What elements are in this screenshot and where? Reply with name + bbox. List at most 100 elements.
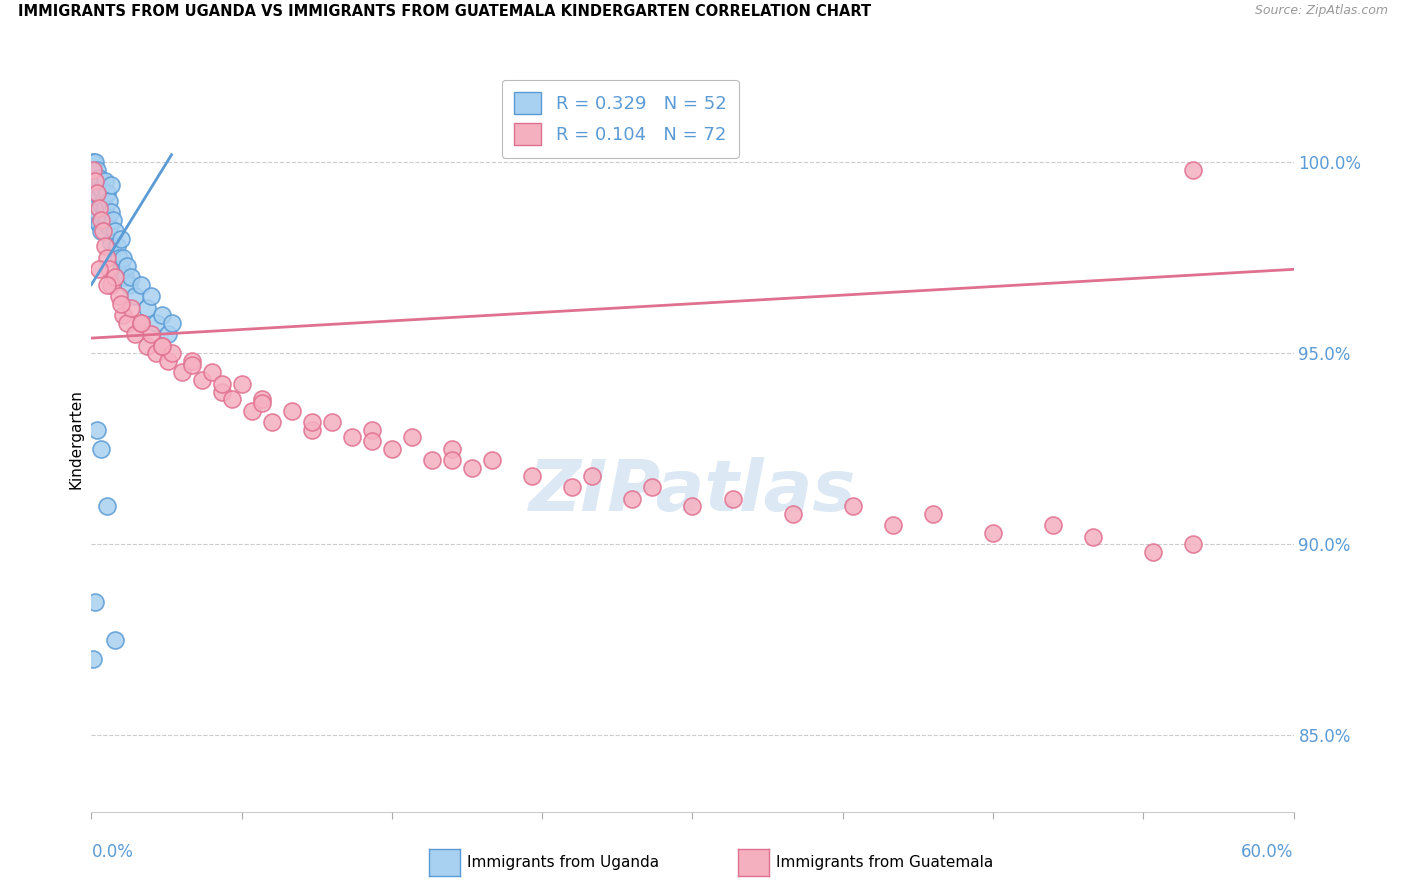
Point [782, 507, 804, 521]
Point [90, 197, 112, 211]
Point [100, 205, 122, 219]
Point [461, 461, 484, 475]
Point [250, 392, 273, 407]
Text: 0.0%: 0.0% [91, 843, 134, 861]
Point [581, 468, 603, 483]
Point [481, 453, 503, 467]
Point [221, 392, 243, 407]
Point [82, 163, 104, 178]
Point [110, 232, 132, 246]
Point [150, 339, 173, 353]
Point [86, 178, 108, 193]
Point [90, 182, 112, 196]
Point [211, 384, 233, 399]
Point [150, 339, 173, 353]
Point [131, 316, 153, 330]
Point [156, 354, 179, 368]
Point [104, 224, 127, 238]
Point [94, 201, 117, 215]
Y-axis label: Kindergarten: Kindergarten [67, 390, 83, 489]
Point [90, 224, 112, 238]
Point [118, 277, 141, 292]
Point [882, 518, 904, 533]
Point [360, 423, 382, 437]
Point [440, 453, 463, 467]
Text: Immigrants from Guatemala: Immigrants from Guatemala [776, 855, 994, 870]
Text: 60.0%: 60.0% [1241, 843, 1294, 861]
Point [89, 190, 111, 204]
Point [301, 415, 323, 429]
Point [160, 346, 183, 360]
Point [86, 423, 108, 437]
Point [156, 327, 179, 342]
Point [96, 186, 118, 200]
Point [90, 442, 112, 456]
Point [641, 480, 664, 494]
Point [721, 491, 744, 506]
Point [90, 212, 112, 227]
Point [100, 235, 122, 250]
Point [1182, 537, 1205, 551]
Point [117, 316, 139, 330]
Point [150, 308, 173, 322]
Point [117, 259, 139, 273]
Point [94, 174, 117, 188]
Point [981, 525, 1004, 540]
Point [190, 373, 212, 387]
Point [110, 262, 132, 277]
Point [107, 239, 129, 253]
Point [260, 415, 283, 429]
Point [98, 262, 121, 277]
Point [136, 339, 159, 353]
Point [124, 289, 146, 303]
Point [98, 194, 121, 208]
Point [89, 217, 111, 231]
Point [100, 277, 122, 292]
Point [94, 239, 117, 253]
Point [84, 186, 107, 200]
Point [124, 327, 146, 342]
Text: ZIPatlas: ZIPatlas [529, 457, 856, 526]
Point [281, 403, 304, 417]
Point [96, 251, 118, 265]
Point [170, 366, 193, 380]
Point [96, 499, 118, 513]
Point [440, 442, 463, 456]
Point [621, 491, 644, 506]
Point [82, 201, 104, 215]
Legend: R = 0.329   N = 52, R = 0.104   N = 72: R = 0.329 N = 52, R = 0.104 N = 72 [502, 79, 740, 158]
Point [301, 423, 323, 437]
Point [250, 396, 273, 410]
Point [841, 499, 863, 513]
Point [561, 480, 583, 494]
Point [141, 327, 163, 342]
Point [922, 507, 945, 521]
Point [340, 430, 363, 444]
Point [160, 316, 183, 330]
Point [82, 155, 104, 169]
Point [180, 354, 202, 368]
Point [84, 212, 107, 227]
Point [522, 468, 544, 483]
Point [131, 316, 153, 330]
Point [231, 376, 253, 391]
Point [112, 251, 135, 265]
Point [89, 201, 111, 215]
Point [1083, 530, 1105, 544]
Point [110, 296, 132, 310]
Point [82, 174, 104, 188]
Point [112, 308, 135, 322]
Point [86, 186, 108, 200]
Point [1182, 163, 1205, 178]
Point [104, 270, 127, 285]
Point [93, 224, 115, 238]
Point [93, 209, 115, 223]
Point [103, 212, 125, 227]
Point [114, 270, 136, 285]
Point [420, 453, 443, 467]
Point [84, 155, 107, 169]
Point [321, 415, 343, 429]
Point [201, 366, 224, 380]
Text: Source: ZipAtlas.com: Source: ZipAtlas.com [1254, 4, 1388, 18]
Point [240, 403, 263, 417]
